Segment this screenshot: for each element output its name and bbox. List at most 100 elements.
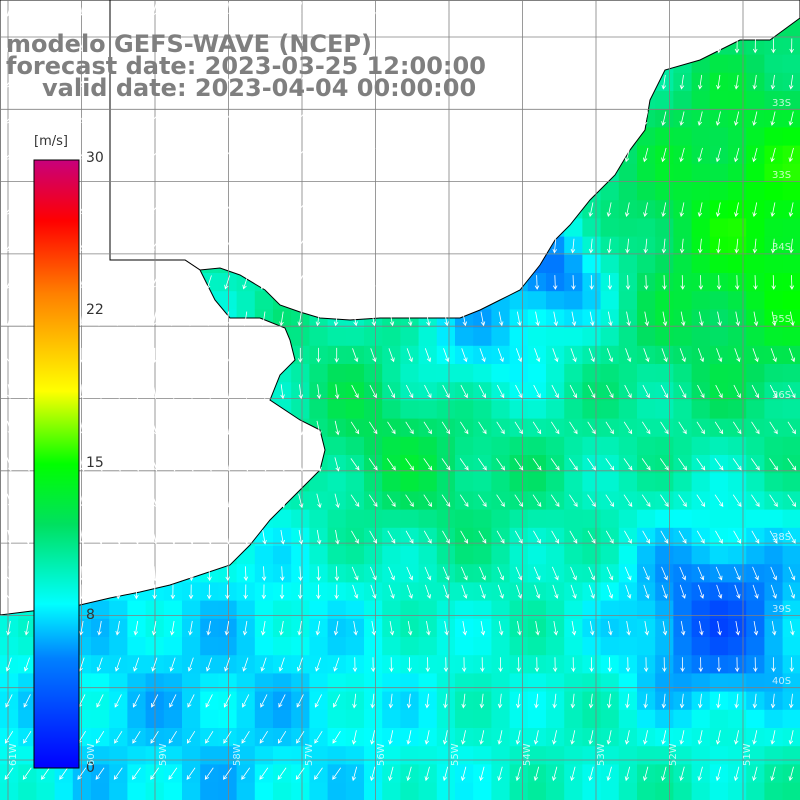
wind-arrow: [533, 147, 540, 163]
wind-arrow: [277, 112, 287, 125]
wind-arrow: [533, 730, 539, 745]
wind-arrow: [715, 730, 721, 745]
field-cell: [655, 218, 674, 238]
wind-arrow: [224, 657, 231, 672]
wind-arrow: [389, 311, 395, 327]
wind-arrow: [588, 74, 594, 90]
wind-arrow: [352, 275, 358, 290]
wind-arrow: [753, 2, 759, 17]
wind-arrow: [679, 147, 685, 163]
wind-arrow: [679, 693, 685, 709]
field-cell: [364, 473, 383, 492]
wind-arrow: [478, 530, 487, 544]
wind-arrow: [459, 421, 469, 435]
wind-arrow: [789, 584, 796, 599]
wind-arrow: [6, 2, 11, 17]
field-cell: [673, 400, 693, 420]
wind-arrow: [59, 75, 68, 89]
wind-arrow: [133, 275, 140, 290]
field-cell: [327, 709, 347, 729]
wind-arrow: [588, 584, 595, 599]
wind-arrow: [79, 566, 85, 582]
wind-arrow: [751, 530, 760, 544]
wind-arrow: [314, 112, 323, 125]
field-cell: [473, 709, 492, 729]
field-cell: [491, 546, 511, 565]
field-cell: [36, 764, 56, 784]
wind-arrow: [168, 148, 178, 162]
field-cell: [673, 182, 693, 201]
wind-arrow: [662, 2, 668, 17]
field-cell: [782, 436, 800, 456]
wind-arrow: [7, 493, 13, 509]
field-cell: [600, 327, 620, 347]
wind-arrow: [24, 584, 30, 600]
field-cell: [600, 709, 620, 729]
wind-arrow: [425, 2, 431, 17]
wind-arrow: [152, 457, 158, 472]
wind-arrow: [388, 584, 395, 599]
wind-arrow: [23, 657, 30, 672]
wind-arrow: [788, 730, 794, 745]
wind-arrow: [624, 111, 630, 126]
wind-arrow: [461, 584, 468, 599]
wind-arrow: [625, 693, 630, 709]
field-cell: [382, 509, 401, 529]
wind-arrow: [771, 38, 776, 54]
field-cell: [746, 364, 765, 383]
field-cell: [273, 782, 292, 800]
field-cell: [618, 400, 638, 420]
wind-arrow: [316, 529, 322, 545]
wind-arrow: [388, 238, 394, 254]
wind-arrow: [388, 766, 394, 782]
wind-arrow: [717, 2, 722, 17]
lon-label: 61W: [8, 743, 19, 766]
wind-arrow: [335, 529, 340, 545]
field-cell: [254, 546, 274, 565]
lat-label: 33S: [772, 170, 792, 181]
wind-arrow: [260, 38, 267, 53]
wind-arrow: [679, 111, 685, 126]
wind-arrow: [297, 584, 303, 600]
wind-arrow: [259, 730, 268, 744]
field-cell: [254, 746, 274, 765]
wind-arrow: [461, 693, 466, 709]
wind-arrow: [570, 147, 576, 163]
wind-arrow: [77, 112, 87, 125]
wind-arrow: [770, 766, 776, 782]
field-cell: [418, 364, 438, 383]
wind-arrow: [606, 348, 614, 363]
wind-arrow: [425, 38, 430, 54]
field-cell: [582, 291, 602, 310]
field-cell: [127, 673, 147, 693]
wind-arrow: [515, 730, 521, 745]
wind-arrow: [752, 566, 759, 581]
field-cell: [18, 691, 37, 711]
wind-arrow: [332, 767, 342, 780]
wind-arrow: [770, 111, 776, 126]
wind-arrow: [661, 147, 667, 163]
wind-arrow: [114, 694, 122, 708]
wind-arrow: [461, 202, 466, 217]
wind-arrow: [443, 584, 450, 599]
field-cell: [18, 637, 37, 656]
field-cell: [163, 728, 183, 747]
wind-arrow: [534, 348, 541, 363]
wind-arrow: [405, 421, 414, 435]
lon-label: 56W: [376, 743, 387, 766]
field-cell: [182, 746, 201, 765]
wind-arrow: [752, 348, 759, 363]
wind-arrow: [716, 38, 722, 54]
field-cell: [782, 746, 800, 765]
field-cell: [618, 218, 638, 238]
wind-arrow: [98, 566, 103, 582]
field-cell: [673, 673, 693, 693]
field-cell: [673, 254, 693, 274]
field-cell: [546, 254, 565, 274]
wind-arrow: [298, 347, 303, 363]
wind-arrow: [787, 530, 796, 544]
field-cell: [709, 327, 729, 347]
wind-arrow: [370, 111, 376, 126]
field-cell: [691, 473, 711, 492]
field-cell: [418, 782, 438, 800]
